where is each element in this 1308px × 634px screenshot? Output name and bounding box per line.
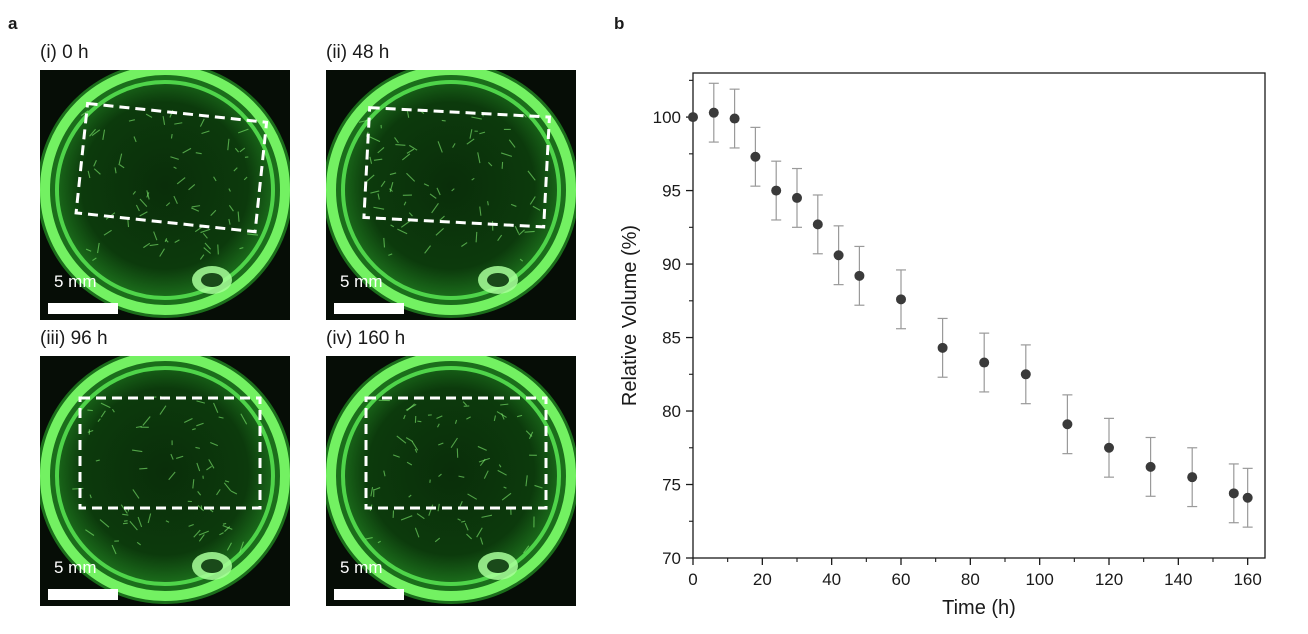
data-point <box>729 113 740 124</box>
data-point <box>854 270 865 281</box>
y-tick-label: 85 <box>662 329 681 348</box>
x-axis-label: Time (h) <box>942 597 1016 619</box>
data-point <box>1020 369 1031 380</box>
scale-bar <box>334 589 404 600</box>
data-point <box>792 192 802 203</box>
hydrogel-outline <box>364 396 548 510</box>
x-tick-label: 160 <box>1233 570 1261 589</box>
x-tick-label: 120 <box>1095 570 1123 589</box>
y-tick-label: 80 <box>662 402 681 421</box>
y-tick-label: 100 <box>653 108 681 127</box>
y-tick-label: 70 <box>662 549 681 568</box>
y-tick-label: 75 <box>662 476 681 495</box>
panel-b-letter: b <box>614 14 625 33</box>
photo-160h: 5 mm <box>326 356 576 606</box>
chart-axes: 0 20 40 60 80 100 120 140 160 70 75 80 85 90 95 100 <box>653 72 1266 589</box>
data-point <box>688 112 698 123</box>
data-point <box>1228 488 1239 499</box>
scale-bar-label: 5 mm <box>340 272 383 291</box>
data-point <box>1242 492 1253 503</box>
plot-frame <box>692 72 1266 559</box>
data-point <box>833 250 844 261</box>
panel-a-letter: a <box>8 14 18 33</box>
scale-bar-label: 5 mm <box>340 558 383 577</box>
photo-label-160h: (iv) 160 h <box>326 328 406 349</box>
data-points <box>688 107 1253 503</box>
scale-bar <box>334 303 404 314</box>
scale-bar-label: 5 mm <box>54 272 97 291</box>
data-point <box>1062 419 1073 430</box>
data-point <box>1145 461 1156 472</box>
hydrogel-outline <box>78 396 262 510</box>
photo-label-96h: (iii) 96 h <box>40 328 108 349</box>
hydrogel-outline <box>74 101 269 234</box>
data-point <box>812 219 823 230</box>
photo-label-48h: (ii) 48 h <box>326 42 390 63</box>
scale-bar-label: 5 mm <box>54 558 97 577</box>
photo-48h: 5 mm <box>326 70 576 320</box>
x-tick-label: 0 <box>688 570 697 589</box>
data-point <box>771 185 782 196</box>
photo-96h: 5 mm <box>40 356 290 606</box>
x-tick-label: 140 <box>1164 570 1192 589</box>
x-tick-label: 80 <box>961 570 980 589</box>
scale-bar <box>48 303 118 314</box>
data-point <box>708 107 719 118</box>
data-point <box>1104 442 1114 453</box>
x-tick-label: 20 <box>753 570 772 589</box>
photo-0h: 5 mm <box>40 70 290 320</box>
x-tick-label: 60 <box>892 570 911 589</box>
x-tick-label: 100 <box>1025 570 1053 589</box>
y-tick-label: 90 <box>662 255 681 274</box>
photo-label-0h: (i) 0 h <box>40 42 89 63</box>
data-point <box>937 342 948 353</box>
data-point <box>1187 472 1198 483</box>
data-point <box>896 294 906 305</box>
data-point <box>979 357 990 368</box>
relative-volume-chart: 0 20 40 60 80 100 120 140 160 70 75 80 85 90 95 100 Tim… <box>619 72 1266 619</box>
y-axis-label: Relative Volume (%) <box>619 225 641 406</box>
error-bars <box>708 82 1253 528</box>
data-point <box>750 151 761 162</box>
y-tick-label: 95 <box>662 182 681 201</box>
x-tick-label: 40 <box>822 570 841 589</box>
scale-bar <box>48 589 118 600</box>
